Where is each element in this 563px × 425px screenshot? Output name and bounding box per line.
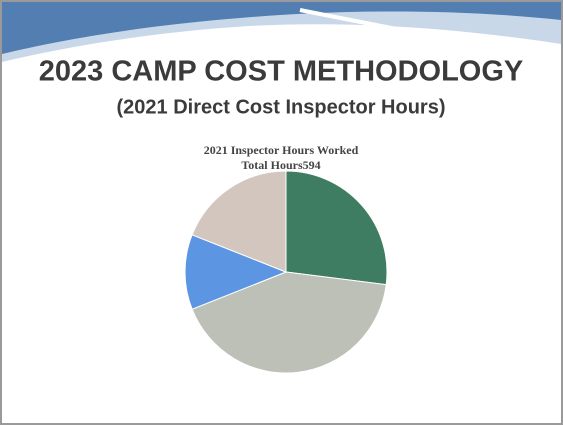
pie-slice <box>184 234 288 310</box>
pie-slice <box>191 170 287 273</box>
pie-slice <box>191 271 387 374</box>
pie-slice <box>285 170 388 286</box>
chart-title: 2021 Inspector Hours Worked <box>204 143 359 157</box>
slide-title: 2023 CAMP COST METHODOLOGY <box>39 56 524 88</box>
slide-subtitle: (2021 Direct Cost Inspector Hours) <box>117 96 446 118</box>
header-swoosh <box>2 2 561 54</box>
header-highlight <box>299 8 481 46</box>
chart-subtitle: Total Hours594 <box>241 158 320 172</box>
